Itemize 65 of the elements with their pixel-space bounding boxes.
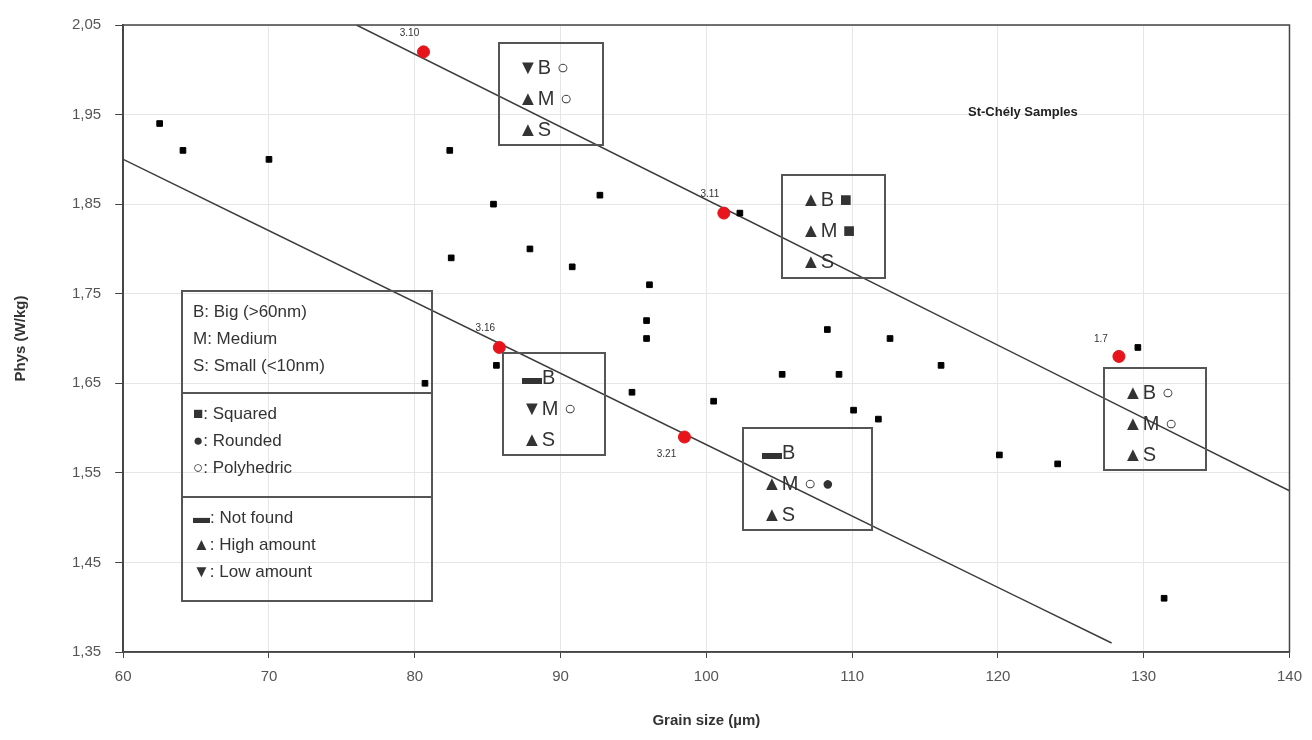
point: [417, 45, 431, 59]
point: [886, 335, 894, 342]
annotation: 3.11: [700, 188, 720, 200]
point: [736, 209, 744, 217]
annotation: 3.21: [656, 448, 677, 460]
point: [179, 147, 187, 154]
point: [643, 317, 650, 324]
y-axis-title: Phys (W/kg): [11, 295, 29, 382]
point: [710, 397, 717, 405]
annotation: ▬B ▼M ○ ▲S: [502, 352, 606, 456]
point: [490, 200, 497, 208]
annotation: ▬: Not found ▲: High amount ▼: Low amount: [181, 496, 433, 602]
y-tick-label: 1,95: [71, 104, 102, 122]
annotation: B: Big (>60nm) M: Medium S: Small (<10nm): [181, 290, 433, 394]
point: [628, 388, 636, 396]
point: [1160, 594, 1168, 602]
annotation: ▼B ○ ▲M ○ ▲S: [498, 42, 604, 146]
x-tick-label: 130: [1131, 667, 1157, 685]
point: [643, 335, 650, 342]
x-axis-title: Grain size (µm): [652, 711, 761, 729]
x-tick-label: 100: [693, 667, 719, 685]
x-tick-label: 120: [985, 667, 1011, 685]
x-tick-label: 60: [114, 667, 132, 685]
y-tick-label: 1,35: [71, 642, 102, 660]
annotation: ▲B ○ ▲M ○ ▲S: [1103, 367, 1207, 471]
y-tick-label: 1,75: [71, 283, 102, 301]
point: [835, 371, 843, 378]
point: [1134, 344, 1142, 351]
point: [526, 245, 534, 253]
point: [265, 156, 273, 163]
annotation: ▲B ■ ▲M ■ ▲S: [781, 174, 886, 279]
point: [778, 371, 786, 378]
point: [156, 120, 163, 127]
annotation: 3.16: [475, 322, 496, 334]
point: [568, 263, 576, 271]
point: [937, 362, 945, 369]
y-tick-label: 1,65: [71, 373, 102, 391]
x-tick-label: 140: [1276, 667, 1302, 685]
point: [850, 406, 857, 414]
annotation: ■: Squared ●: Rounded ○: Polyhedric: [181, 392, 433, 498]
annotation: 1.7: [1093, 333, 1109, 345]
y-tick-label: 1,85: [71, 194, 102, 212]
point: [677, 430, 691, 444]
point: [824, 326, 831, 333]
point: [717, 206, 731, 220]
text: St-Chély Samples: [968, 104, 1078, 119]
y-tick-label: 1,55: [71, 463, 102, 480]
annotation: 3.10: [399, 26, 420, 38]
y-tick-label: 1,45: [71, 552, 102, 570]
y-tick-label: 2,05: [71, 15, 102, 33]
point: [493, 362, 500, 369]
point: [646, 281, 653, 289]
x-tick-label: 110: [840, 667, 865, 685]
x-tick-label: 80: [406, 667, 424, 685]
point: [446, 147, 454, 154]
point: [875, 415, 882, 423]
x-tick-label: 90: [552, 667, 569, 685]
point: [996, 451, 1003, 459]
point: [421, 379, 429, 387]
x-tick-label: 70: [260, 667, 278, 685]
point: [447, 254, 455, 262]
point: [1112, 349, 1126, 363]
point: [1054, 460, 1062, 468]
point: [596, 191, 604, 199]
point: [492, 340, 506, 354]
